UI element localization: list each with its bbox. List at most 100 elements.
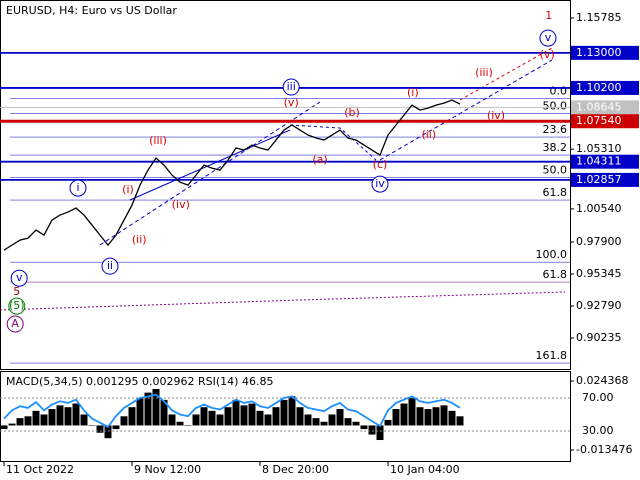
macd-bar [280, 399, 288, 426]
macd-bar [144, 392, 152, 426]
y-tick-label: 0.97900 [576, 235, 622, 248]
macd-bar [296, 407, 304, 426]
fib-label: 61.8 [543, 268, 568, 281]
macd-bar [168, 414, 176, 426]
wave-label: (a) [312, 153, 327, 166]
wave-label: (iv) [487, 109, 505, 122]
macd-bar [120, 416, 128, 426]
macd-bar [320, 421, 328, 426]
level-badge [571, 114, 639, 129]
wave-label: (b) [344, 106, 360, 119]
macd-bar [88, 425, 96, 426]
wave-label: iv [375, 177, 385, 190]
level-badge [571, 80, 639, 95]
y-tick-label: 0.92790 [576, 299, 622, 312]
macd-bar [48, 409, 56, 426]
wave-label: v [16, 271, 23, 284]
macd-bar [288, 396, 296, 426]
wave-line [289, 124, 377, 161]
fib-label: 61.8 [543, 186, 568, 199]
wave-label: (v) [284, 96, 299, 109]
macd-tick-label: -0.013476 [576, 443, 632, 456]
macd-bar [160, 399, 168, 426]
wave-label: 5 [13, 285, 20, 298]
price-panel [0, 0, 571, 370]
macd-bar [328, 414, 336, 426]
y-tick-label: 1.05310 [576, 142, 622, 155]
macd-bar [344, 418, 352, 426]
wave-label: (5) [9, 299, 25, 312]
channel-line [129, 129, 291, 201]
projection-line [459, 47, 553, 101]
x-tick-label: 9 Nov 12:00 [134, 463, 201, 476]
macd-bar [408, 398, 416, 426]
macd-bar [80, 414, 88, 426]
x-tick-label: 10 Jan 04:00 [390, 463, 460, 476]
macd-bar [416, 407, 424, 426]
level-badge [571, 100, 639, 115]
macd-bar [64, 407, 72, 426]
macd-bar [248, 403, 256, 426]
macd-bar [112, 425, 120, 430]
wave-label: i [76, 181, 79, 194]
y-tick-label: 1.00540 [576, 202, 622, 215]
wave-circle [10, 269, 28, 287]
macd-bar [0, 425, 8, 430]
macd-bar [184, 425, 192, 426]
fib-label: 38.2 [543, 141, 568, 154]
wave-label: (iii) [475, 66, 493, 79]
macd-bar [376, 425, 384, 441]
macd-bar [240, 405, 248, 426]
y-tick-label: 0.90235 [576, 331, 622, 344]
wave-label: 1 [545, 9, 552, 22]
fib-label: 100.0 [536, 248, 568, 261]
wave-label: (v) [540, 48, 555, 61]
macd-bar [40, 414, 48, 426]
macd-bar [56, 405, 64, 426]
macd-bar [96, 425, 104, 433]
wave-label: iii [287, 80, 296, 93]
macd-bar [208, 410, 216, 426]
wave-circle [282, 78, 300, 96]
macd-bar [312, 418, 320, 426]
long-trend [0, 291, 566, 311]
macd-bar [232, 399, 240, 426]
macd-tick-label: 0.024368 [576, 374, 629, 387]
wave-label: (c) [373, 158, 388, 171]
level-badge [571, 154, 639, 169]
wave-label: A [11, 317, 19, 330]
rsi-tick-label: 70.00 [582, 391, 614, 404]
macd-bar [224, 407, 232, 426]
fib-label: 50.0 [543, 163, 568, 176]
macd-bar [216, 414, 224, 426]
wave-circle [101, 257, 119, 275]
macd-bar [368, 425, 376, 435]
wave-label: (iv) [172, 198, 190, 211]
wave-label: (i) [122, 183, 134, 196]
channel-line [379, 59, 553, 161]
level-badge [571, 172, 639, 187]
wave-circle [8, 297, 26, 315]
macd-bar [32, 410, 40, 426]
macd-bar [400, 403, 408, 426]
macd-bar [384, 419, 392, 426]
wave-label: v [545, 31, 552, 44]
macd-bar [104, 425, 112, 439]
fib-label: 23.6 [543, 123, 568, 136]
y-tick-label: 1.15785 [576, 11, 622, 24]
macd-bar [272, 407, 280, 426]
macd-bar [456, 416, 464, 426]
macd-bar [200, 407, 208, 426]
level-label: 1.08645 [576, 100, 622, 113]
level-label: 1.02857 [576, 173, 622, 186]
fib-label: 161.8 [536, 349, 568, 362]
macd-bar [192, 414, 200, 426]
macd-bar [24, 416, 32, 426]
macd-bar [440, 405, 448, 426]
macd-bar [152, 388, 160, 426]
macd-bar [360, 425, 368, 430]
macd-bar [392, 409, 400, 426]
level-badge [571, 45, 639, 60]
macd-bar [256, 410, 264, 426]
fib-label: 50.0 [543, 99, 568, 112]
